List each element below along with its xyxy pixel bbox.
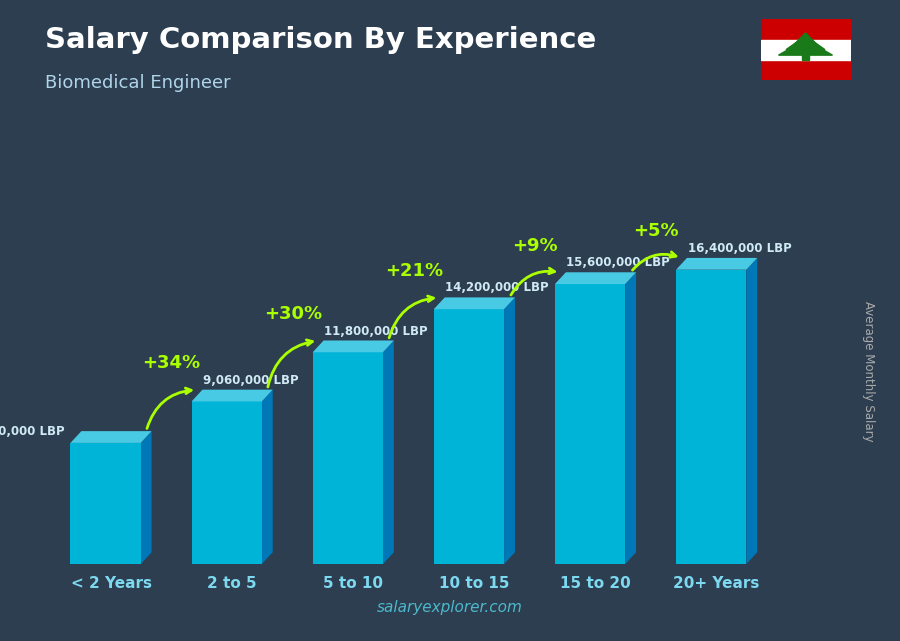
Polygon shape — [676, 270, 746, 564]
Text: Biomedical Engineer: Biomedical Engineer — [45, 74, 230, 92]
Text: 2 to 5: 2 to 5 — [207, 576, 257, 591]
Text: +30%: +30% — [264, 305, 322, 323]
Text: 20+ Years: 20+ Years — [673, 576, 760, 591]
Polygon shape — [70, 443, 140, 564]
Text: 10 to 15: 10 to 15 — [439, 576, 509, 591]
Text: salaryexplorer.com: salaryexplorer.com — [377, 601, 523, 615]
Polygon shape — [778, 40, 832, 55]
Polygon shape — [555, 272, 636, 284]
Polygon shape — [192, 401, 262, 564]
Text: 11,800,000 LBP: 11,800,000 LBP — [324, 324, 428, 338]
Bar — [802, 54, 809, 60]
Text: +34%: +34% — [142, 354, 201, 372]
Bar — [760, 19, 850, 40]
Polygon shape — [555, 284, 625, 564]
Text: +9%: +9% — [512, 237, 558, 254]
Polygon shape — [192, 390, 273, 401]
Text: 14,200,000 LBP: 14,200,000 LBP — [446, 281, 549, 294]
Text: 15,600,000 LBP: 15,600,000 LBP — [566, 256, 670, 269]
Text: 6,750,000 LBP: 6,750,000 LBP — [0, 426, 65, 438]
Polygon shape — [786, 36, 825, 50]
Polygon shape — [794, 33, 817, 45]
Polygon shape — [434, 297, 515, 309]
Text: < 2 Years: < 2 Years — [70, 576, 151, 591]
Bar — [760, 40, 850, 60]
Text: +21%: +21% — [385, 262, 443, 279]
Polygon shape — [676, 258, 757, 270]
Polygon shape — [312, 353, 382, 564]
Text: 15 to 20: 15 to 20 — [560, 576, 631, 591]
Bar — [760, 60, 850, 80]
Text: Salary Comparison By Experience: Salary Comparison By Experience — [45, 26, 596, 54]
Text: 9,060,000 LBP: 9,060,000 LBP — [203, 374, 299, 387]
Polygon shape — [504, 297, 515, 564]
Polygon shape — [70, 431, 151, 443]
Text: +5%: +5% — [634, 222, 679, 240]
Polygon shape — [382, 340, 394, 564]
Text: 16,400,000 LBP: 16,400,000 LBP — [688, 242, 791, 255]
Polygon shape — [746, 258, 757, 564]
Polygon shape — [434, 309, 504, 564]
Text: 5 to 10: 5 to 10 — [323, 576, 383, 591]
Polygon shape — [312, 340, 394, 353]
Polygon shape — [140, 431, 151, 564]
Text: Average Monthly Salary: Average Monthly Salary — [862, 301, 875, 442]
Polygon shape — [262, 390, 273, 564]
Polygon shape — [626, 272, 636, 564]
